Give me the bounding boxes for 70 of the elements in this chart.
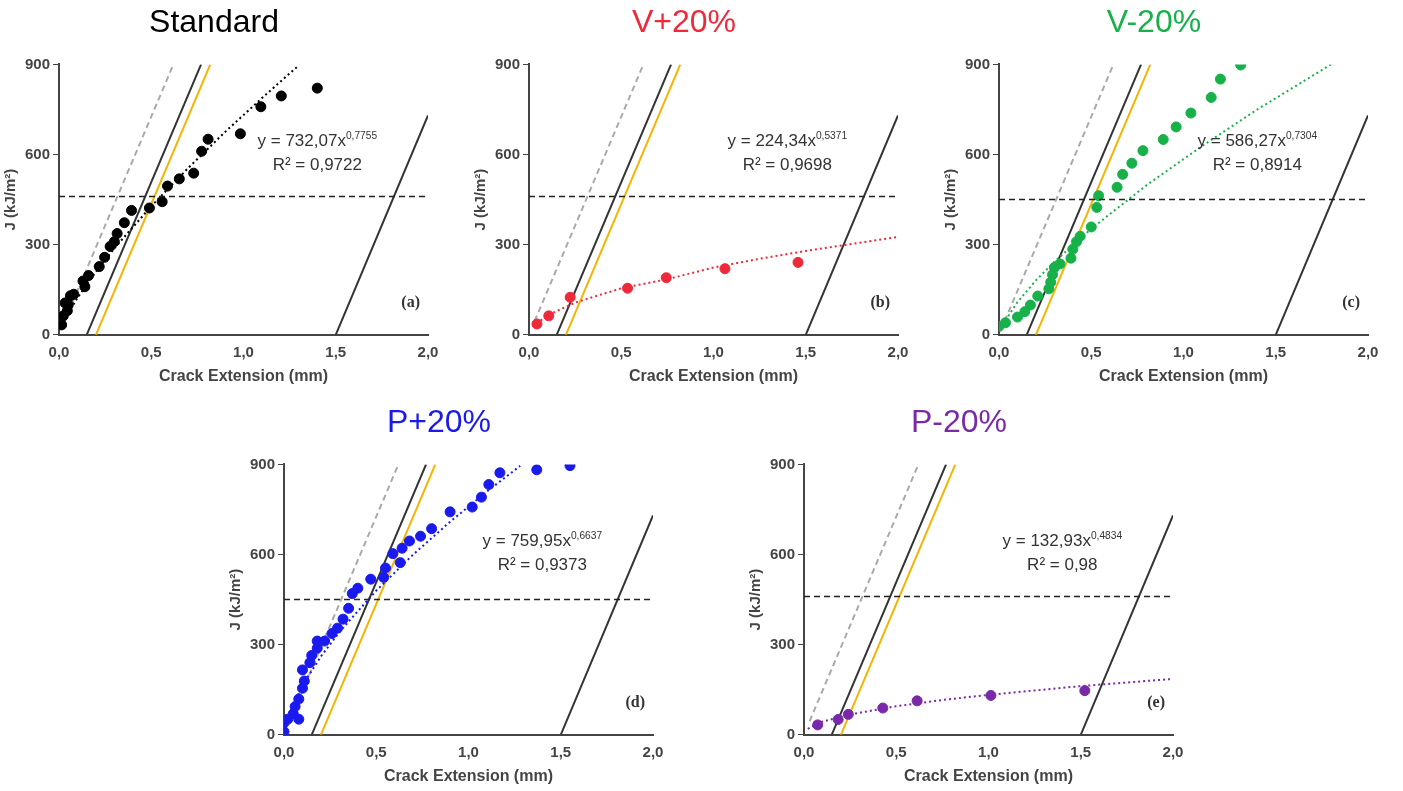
y-tick-label: 300: [770, 634, 796, 652]
x-tick-label: 1,5: [325, 342, 347, 360]
x-tick-label: 1,0: [1173, 342, 1194, 360]
x-tick-label: 2,0: [1357, 342, 1379, 360]
x-tick-label: 1,0: [458, 742, 479, 760]
x-tick-label: 0,0: [793, 742, 815, 760]
y-tick-label: 0: [786, 724, 796, 742]
annotation: (e): [1147, 692, 1165, 711]
chart-title: P+20%: [386, 403, 492, 440]
x-tick-label: 0,0: [273, 742, 295, 760]
y-tick-label: 900: [250, 454, 276, 472]
y-tick-label: 0: [511, 324, 521, 342]
annotation: (d): [625, 692, 645, 711]
y-axis-title: J (kJ/m²): [1, 168, 19, 231]
x-axis-title: Crack Extension (mm): [1099, 366, 1268, 384]
x-tick-label: 0,5: [610, 342, 632, 360]
annotation: R² = 0,8914: [1212, 154, 1302, 174]
annotation: (c): [1342, 292, 1360, 311]
x-axis-title: Crack Extension (mm): [159, 366, 328, 384]
y-tick-label: 0: [981, 324, 991, 342]
x-tick-label: 2,0: [1162, 742, 1184, 760]
chart-title: Standard: [149, 3, 279, 40]
y-tick-label: 900: [770, 454, 796, 472]
y-tick-label: 900: [25, 54, 51, 72]
y-axis-title: J (kJ/m²): [471, 168, 489, 231]
x-tick-label: 2,0: [887, 342, 909, 360]
y-axis-title: J (kJ/m²): [746, 568, 764, 631]
y-tick-label: 600: [770, 544, 796, 562]
chart-title: V+20%: [631, 3, 737, 40]
x-axis-title: Crack Extension (mm): [904, 766, 1073, 784]
y-tick-label: 300: [965, 234, 991, 252]
y-axis-title: J (kJ/m²): [226, 568, 244, 631]
x-tick-label: 1,0: [978, 742, 999, 760]
y-axis-title: J (kJ/m²): [941, 168, 959, 231]
x-tick-label: 1,0: [703, 342, 724, 360]
x-tick-label: 1,5: [1070, 742, 1092, 760]
y-tick-label: 0: [41, 324, 51, 342]
y-tick-label: 600: [250, 544, 276, 562]
x-tick-label: 0,5: [885, 742, 907, 760]
x-tick-label: 1,5: [550, 742, 572, 760]
x-tick-label: 0,5: [365, 742, 387, 760]
x-tick-label: 2,0: [417, 342, 439, 360]
y-tick-label: 900: [495, 54, 521, 72]
x-tick-label: 1,0: [233, 342, 254, 360]
x-tick-label: 2,0: [642, 742, 664, 760]
y-tick-label: 900: [965, 54, 991, 72]
x-tick-label: 0,5: [1080, 342, 1102, 360]
x-tick-label: 0,5: [140, 342, 162, 360]
y-tick-label: 300: [25, 234, 51, 252]
y-tick-label: 300: [250, 634, 276, 652]
x-axis-title: Crack Extension (mm): [629, 366, 798, 384]
y-tick-label: 0: [266, 724, 276, 742]
x-axis-title: Crack Extension (mm): [384, 766, 553, 784]
annotation: R² = 0,9373: [497, 554, 587, 574]
annotation: R² = 0,9698: [742, 154, 832, 174]
annotation: R² = 0,98: [1027, 554, 1098, 574]
chart-title: V-20%: [1106, 3, 1202, 40]
y-tick-label: 600: [965, 144, 991, 162]
y-tick-label: 600: [495, 144, 521, 162]
chart-title: P-20%: [910, 403, 1008, 440]
annotation: R² = 0,9722: [272, 154, 362, 174]
y-tick-label: 300: [495, 234, 521, 252]
x-tick-label: 0,0: [988, 342, 1010, 360]
x-tick-label: 0,0: [48, 342, 70, 360]
x-tick-label: 1,5: [795, 342, 817, 360]
annotation: (a): [401, 292, 420, 311]
x-tick-label: 1,5: [1265, 342, 1287, 360]
x-tick-label: 0,0: [518, 342, 540, 360]
annotation: (b): [870, 292, 890, 311]
y-tick-label: 600: [25, 144, 51, 162]
